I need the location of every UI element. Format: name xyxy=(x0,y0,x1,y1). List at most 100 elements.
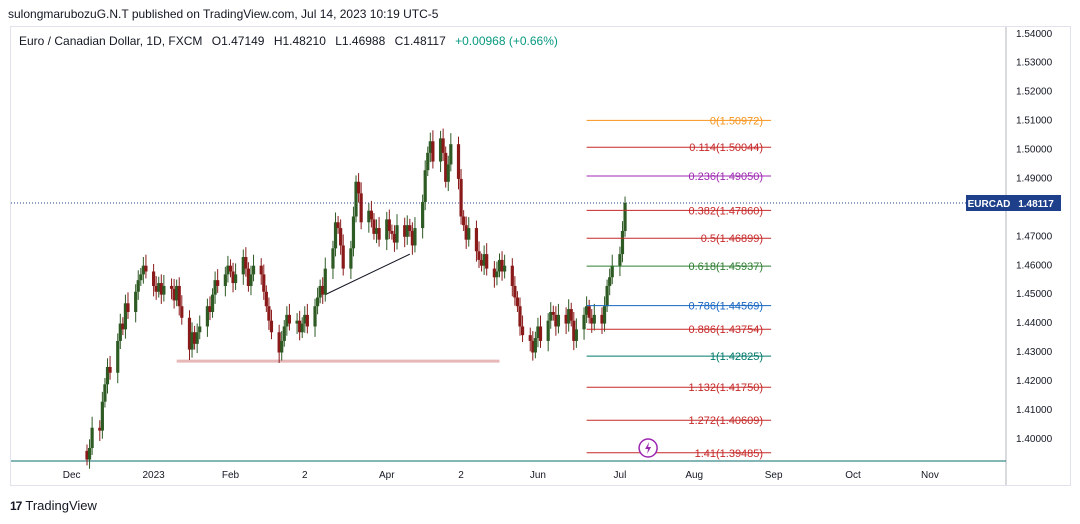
price-tick-label: 1.49000 xyxy=(1016,173,1053,184)
candle-body xyxy=(349,248,353,269)
last-price-tag xyxy=(1011,195,1061,212)
candle-body xyxy=(387,219,391,231)
candle-body xyxy=(282,326,286,341)
candle-body xyxy=(244,257,248,269)
price-tick-label: 1.41000 xyxy=(1016,405,1053,416)
price-tick-label: 1.46000 xyxy=(1016,260,1053,271)
candle-body xyxy=(318,285,322,298)
price-tick-label: 1.53000 xyxy=(1016,58,1053,69)
candle-body xyxy=(100,401,104,431)
candle-body xyxy=(315,297,320,307)
fib-level-label: 0.886(1.43754) xyxy=(688,324,763,336)
candle-body xyxy=(187,317,192,350)
candle-body xyxy=(139,274,143,281)
time-tick-label: 2 xyxy=(458,470,464,481)
candle-body xyxy=(331,248,335,269)
candle-body xyxy=(500,259,504,272)
price-tick-label: 1.52000 xyxy=(1016,87,1053,98)
candle-body xyxy=(374,228,379,234)
candle-body xyxy=(428,141,432,153)
candle-body xyxy=(582,314,586,330)
candle-body xyxy=(479,259,484,266)
candle-body xyxy=(462,216,466,226)
fib-level-label: 1(1.42825) xyxy=(710,351,763,363)
candle-body xyxy=(623,202,627,231)
candle-body xyxy=(438,138,443,162)
time-tick-label: Sep xyxy=(765,470,783,481)
candle-body xyxy=(226,265,230,275)
candle-body xyxy=(495,271,499,278)
candle-body xyxy=(449,144,453,165)
candle-body xyxy=(98,427,102,431)
candle-body xyxy=(602,306,607,324)
symbol-legend: Euro / Canadian Dollar, 1D, FXCM O1.4714… xyxy=(19,34,564,48)
candle-body xyxy=(136,280,140,292)
candle-body xyxy=(259,265,263,275)
time-tick-label: Nov xyxy=(921,470,939,481)
candle-body xyxy=(392,233,397,243)
candle-body xyxy=(554,314,558,327)
candle-body xyxy=(474,228,479,252)
candle-body xyxy=(590,317,594,324)
fib-level-label: 0.786(1.44569) xyxy=(688,301,763,313)
price-axis: 1.54000 1.53000 1.52000 1.51000 1.50000 1.490… xyxy=(966,29,1061,445)
time-tick-label: Dec xyxy=(63,470,81,481)
candle-body xyxy=(141,265,145,275)
fib-level-label: 1.132(1.41750) xyxy=(688,382,763,394)
candle-body xyxy=(464,225,468,240)
candle-body xyxy=(321,285,325,295)
candle-body xyxy=(608,277,612,286)
candles xyxy=(85,128,627,469)
candle-body xyxy=(551,311,555,315)
candle-body xyxy=(351,216,356,249)
candle-body xyxy=(441,138,445,153)
footer-brand[interactable]: 17 TradingView xyxy=(10,498,97,513)
price-tick-label: 1.42000 xyxy=(1016,376,1053,387)
candle-body xyxy=(213,280,217,295)
time-axis: Dec 2023 Feb 2 Apr 2 Jun Jul Aug Sep Oct Nov xyxy=(63,470,939,481)
trendline xyxy=(325,253,411,296)
candle-body xyxy=(354,181,358,217)
candle-body xyxy=(90,427,94,448)
publish-line: sulongmarubozuG.N.T published on Trading… xyxy=(8,7,439,21)
candle-body xyxy=(85,450,89,460)
candle-body xyxy=(126,303,130,312)
time-tick-label: Jun xyxy=(530,470,546,481)
candle-body xyxy=(108,366,112,373)
candle-body xyxy=(105,366,110,385)
candle-body xyxy=(333,222,338,249)
lightning-icon-glyph xyxy=(645,442,652,454)
time-tick-label: Feb xyxy=(222,470,240,481)
candle-body xyxy=(300,323,304,333)
candle-body xyxy=(210,294,215,312)
candle-body xyxy=(303,314,307,324)
candle-body xyxy=(403,225,407,237)
candle-body xyxy=(162,285,166,295)
candle-body xyxy=(574,329,578,341)
price-tick-label: 1.47000 xyxy=(1016,231,1053,242)
candle-body xyxy=(592,314,596,324)
legend-open: O1.47149 xyxy=(211,34,265,48)
candle-body xyxy=(549,311,553,321)
candle-body xyxy=(456,144,461,179)
chart-pane[interactable]: 0(1.50972) 0.114(1.50044) 0.236(1.49050) 0.… xyxy=(10,26,1071,486)
candle-body xyxy=(546,320,550,341)
candle-body xyxy=(413,228,417,246)
time-tick-label: Apr xyxy=(379,470,395,481)
candle-body xyxy=(620,230,625,255)
candle-body xyxy=(359,193,363,223)
candle-body xyxy=(538,326,543,341)
candle-body xyxy=(208,306,212,312)
candle-body xyxy=(198,326,202,333)
candle-body xyxy=(485,254,489,269)
time-tick-label: Oct xyxy=(845,470,861,481)
candle-body xyxy=(103,384,107,402)
fib-level-label: 0.5(1.46899) xyxy=(701,233,763,245)
candle-body xyxy=(180,306,184,318)
candle-body xyxy=(246,268,251,286)
candle-body xyxy=(241,257,245,275)
candle-body xyxy=(121,323,125,330)
legend-close: C1.48117 xyxy=(394,34,446,48)
candlestick-chart[interactable]: 0(1.50972) 0.114(1.50044) 0.236(1.49050) 0.… xyxy=(11,27,1070,485)
